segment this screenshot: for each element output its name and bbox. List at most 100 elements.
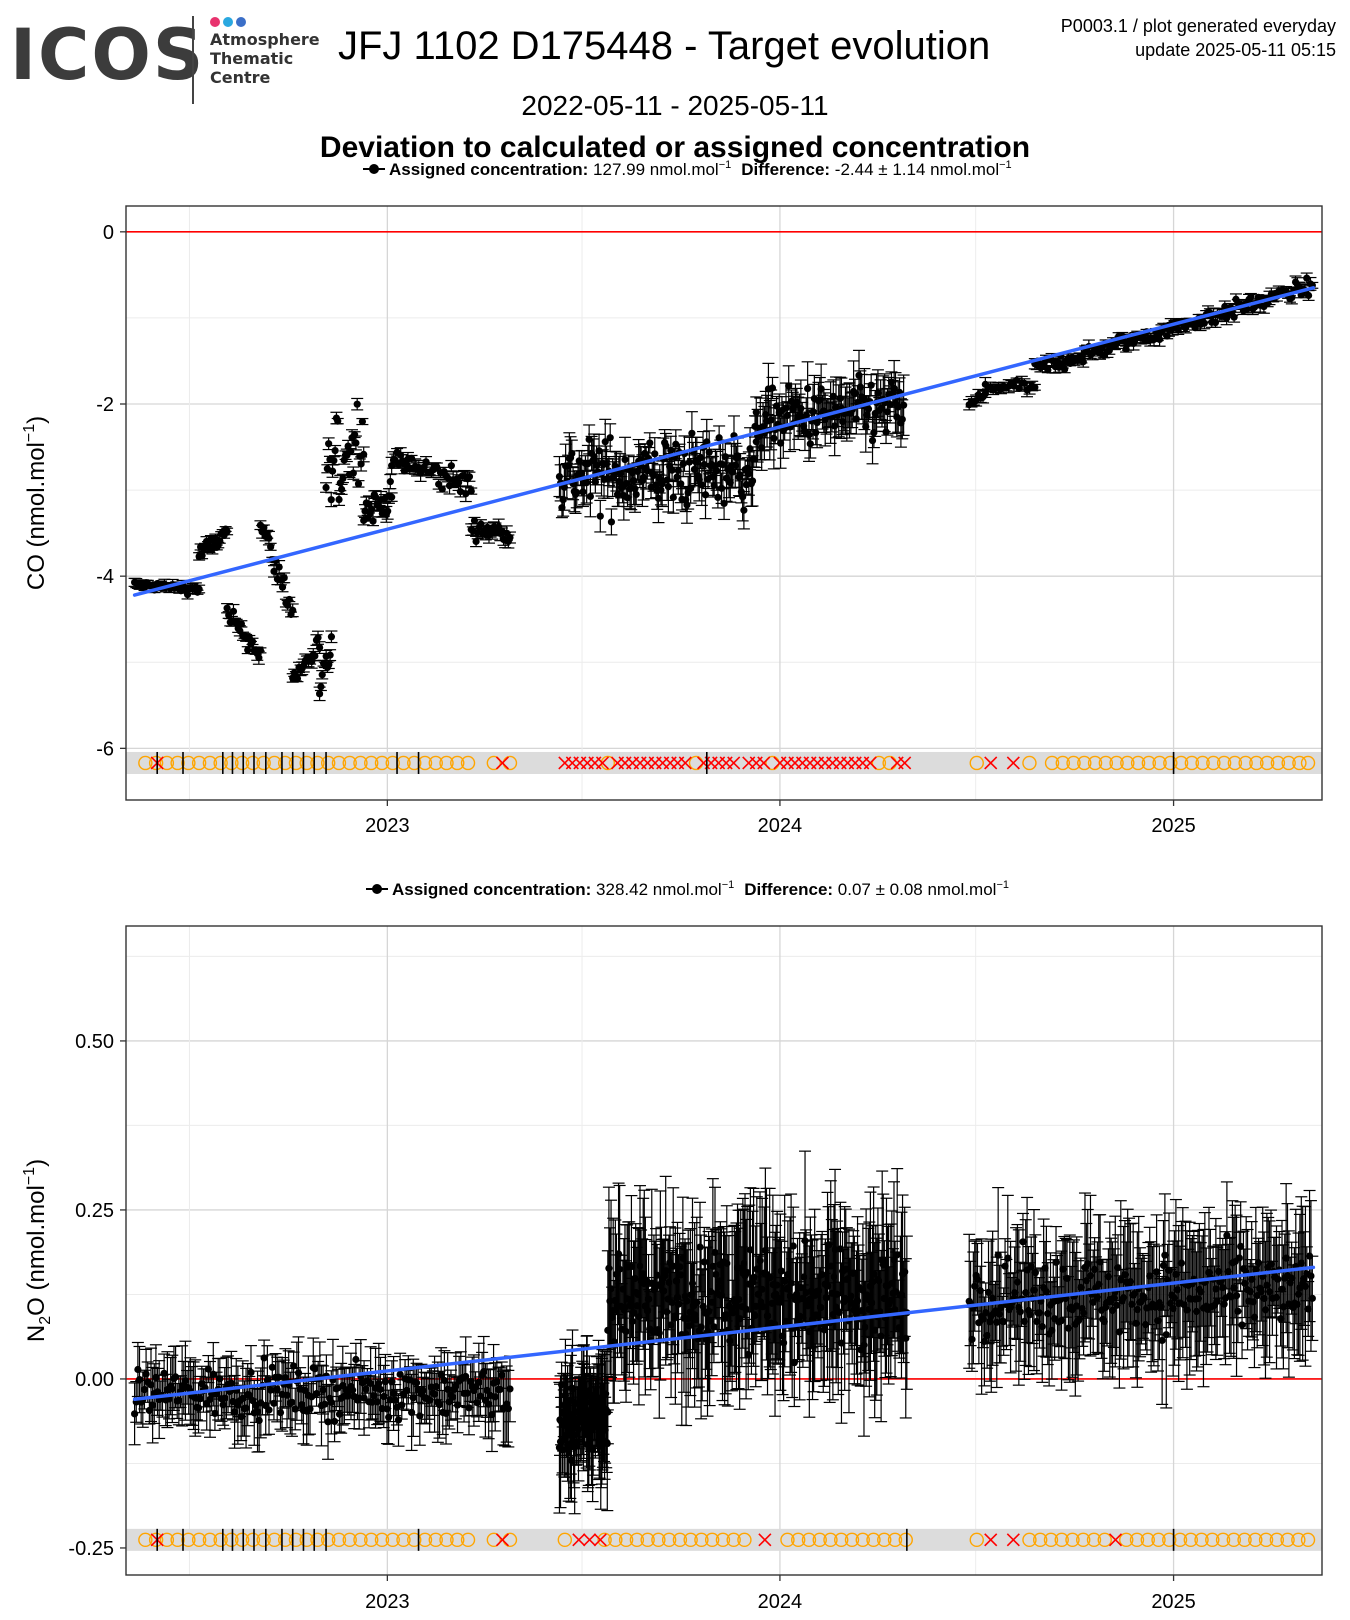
point-marker: [321, 1400, 329, 1408]
point-marker: [746, 445, 754, 453]
point-marker: [280, 574, 288, 582]
point-marker: [223, 604, 231, 612]
data-point: [235, 620, 248, 628]
status-circle: [1022, 755, 1037, 771]
point-marker: [504, 1405, 512, 1413]
difference-unit-sup: −1: [999, 160, 1012, 171]
point-marker: [776, 439, 785, 447]
status-circle: [234, 755, 250, 771]
point-marker: [475, 1378, 483, 1386]
data-point: [804, 428, 817, 459]
status-cross: [757, 756, 771, 770]
assigned-value: 127.99 nmol.mol: [593, 160, 719, 179]
point-marker: [317, 683, 325, 691]
status-circle: [439, 755, 454, 771]
logo-line-3: Centre: [210, 68, 271, 87]
point-marker: [817, 385, 825, 393]
point-marker: [260, 524, 268, 532]
point-marker: [868, 436, 877, 445]
point-marker: [351, 431, 359, 439]
point-marker: [409, 1394, 417, 1402]
data-point: [329, 444, 342, 457]
status-circle: [1249, 755, 1264, 771]
data-point: [737, 491, 750, 530]
assigned-unit-sup: −1: [722, 879, 735, 891]
status-circle: [428, 755, 443, 771]
point-marker: [247, 1368, 255, 1376]
data-point: [503, 531, 516, 544]
point-marker: [463, 1389, 471, 1397]
status-circle: [969, 755, 984, 771]
difference-value: -2.44 ± 1.14 nmol.mol: [835, 160, 999, 179]
status-circle: [224, 755, 239, 771]
status-circle: [181, 755, 196, 771]
point-marker: [1031, 383, 1039, 391]
data-point: [146, 1366, 159, 1444]
status-band: [126, 1528, 1322, 1551]
point-marker: [419, 1386, 427, 1395]
data-point: [286, 603, 299, 618]
data-point: [1228, 311, 1241, 323]
data-point: [605, 508, 618, 536]
logo-separator: [192, 16, 194, 104]
point-marker: [412, 1379, 421, 1387]
data-point: [351, 397, 364, 411]
data-point: [435, 1347, 448, 1403]
status-circle: [1109, 755, 1124, 771]
point-marker: [493, 1378, 501, 1386]
point-marker: [664, 483, 672, 491]
data-point: [151, 1367, 164, 1416]
point-marker: [244, 646, 252, 654]
point-marker: [339, 474, 347, 483]
point-marker: [135, 1375, 144, 1384]
point-marker: [325, 440, 333, 448]
point-marker: [416, 1412, 424, 1420]
status-circle: [170, 755, 185, 771]
point-marker: [770, 434, 778, 442]
point-marker: [669, 493, 677, 501]
data-point: [349, 435, 362, 451]
point-marker: [327, 496, 335, 504]
icos-logo: ICOS: [10, 14, 206, 96]
point-marker: [398, 1401, 406, 1409]
date-range: 2022-05-11 - 2025-05-11: [521, 90, 829, 121]
status-circle: [1055, 755, 1070, 771]
point-marker: [804, 384, 812, 393]
trend-line: [132, 286, 1316, 597]
status-circle: [486, 755, 502, 771]
status-circle: [299, 755, 314, 771]
status-circle: [871, 755, 887, 771]
status-circle: [385, 755, 400, 771]
header: ICOS Atmosphere Thematic Centre JFJ 1102…: [0, 0, 1350, 195]
point-marker: [314, 634, 322, 642]
data-point: [349, 1342, 362, 1377]
point-marker: [311, 652, 319, 660]
status-circle: [1300, 755, 1316, 771]
status-circle: [1087, 755, 1103, 771]
point-marker: [470, 516, 479, 525]
logo-line-1: Atmosphere: [210, 30, 320, 49]
point-marker: [667, 446, 675, 454]
status-circle: [1216, 755, 1232, 771]
point-marker: [349, 1386, 357, 1394]
data-point: [711, 486, 724, 509]
point-marker: [353, 400, 361, 408]
data-point: [324, 649, 337, 662]
y-tick-label: 0: [103, 222, 114, 244]
data-point: [384, 473, 397, 490]
point-marker: [330, 457, 338, 465]
data-point: [454, 485, 467, 498]
point-marker: [651, 450, 659, 458]
data-point: [357, 446, 370, 463]
point-marker: [695, 475, 703, 484]
point-marker: [216, 537, 224, 545]
point-marker: [334, 417, 342, 425]
status-circle: [1120, 755, 1135, 771]
status-circle: [1141, 755, 1157, 771]
point-marker: [347, 447, 355, 456]
point-marker: [462, 1372, 470, 1381]
assigned-label: Assigned concentration:: [389, 160, 593, 179]
data-point: [326, 1338, 339, 1422]
point-marker: [1211, 318, 1220, 327]
point-marker: [183, 591, 192, 599]
